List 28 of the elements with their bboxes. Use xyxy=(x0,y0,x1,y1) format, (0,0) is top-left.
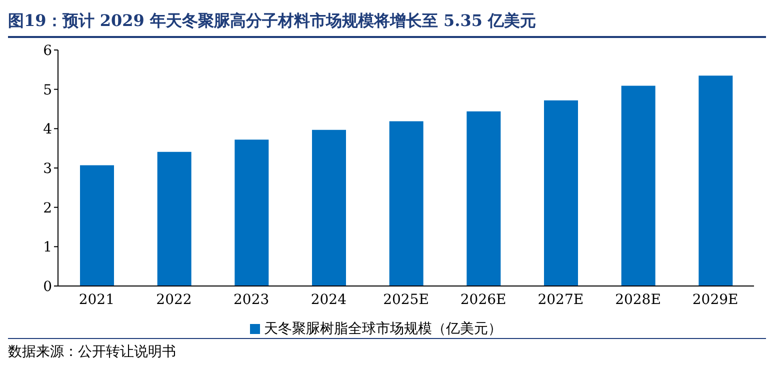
y-tick-label: 1 xyxy=(43,240,52,256)
y-tick-label: 5 xyxy=(43,82,52,98)
y-tick-label: 0 xyxy=(43,278,52,295)
x-tick-label: 2028E xyxy=(615,292,661,308)
bar xyxy=(80,165,114,286)
legend-label: 天冬聚脲树脂全球市场规模（亿美元） xyxy=(264,321,502,337)
y-tick-label: 2 xyxy=(43,200,52,216)
bar xyxy=(389,121,424,286)
x-tick-label: 2024 xyxy=(310,292,347,308)
chart-title: 图19：预计 2029 年天冬聚脲高分子材料市场规模将增长至 5.35 亿美元 xyxy=(8,8,766,38)
x-tick-label: 2023 xyxy=(234,292,270,308)
bar xyxy=(157,152,192,286)
bar xyxy=(312,130,346,286)
bar xyxy=(621,86,656,286)
x-tick-label: 2029E xyxy=(692,292,738,308)
x-tick-label: 2027E xyxy=(538,292,584,308)
source-note: 数据来源：公开转让说明书 xyxy=(8,343,177,361)
y-tick-label: 4 xyxy=(43,122,52,138)
bar xyxy=(698,76,733,286)
bar xyxy=(234,140,269,286)
x-tick-label: 2026E xyxy=(460,292,506,308)
x-tick-label: 2025E xyxy=(383,292,429,308)
x-tick-label: 2022 xyxy=(156,292,192,308)
y-tick-label: 3 xyxy=(43,160,52,177)
x-tick-label: 2021 xyxy=(78,292,114,308)
y-tick-label: 6 xyxy=(43,42,52,59)
bar xyxy=(544,100,578,286)
bar xyxy=(466,111,501,286)
